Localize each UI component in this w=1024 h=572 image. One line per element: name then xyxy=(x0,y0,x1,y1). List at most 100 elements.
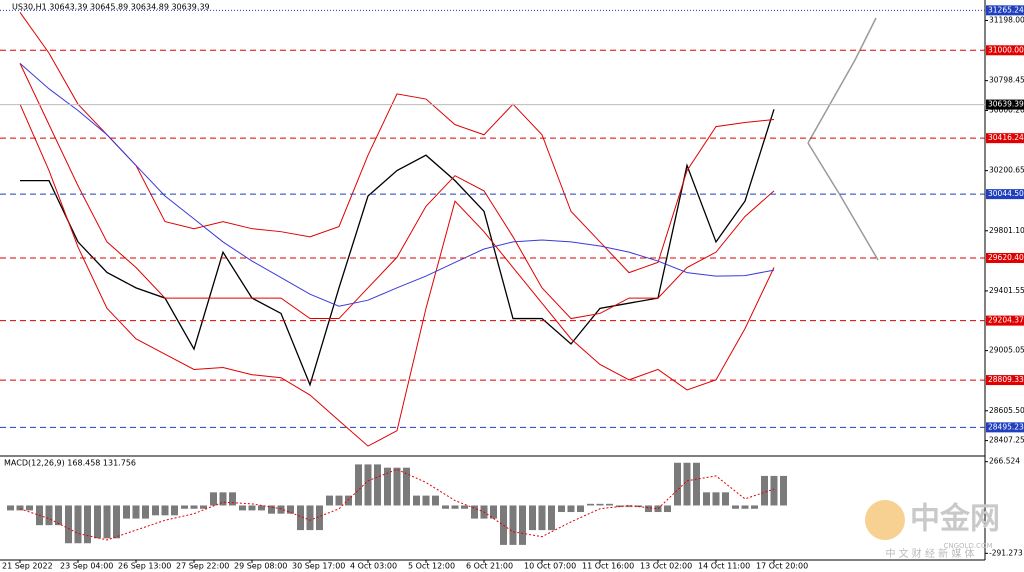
macd-bar xyxy=(277,505,285,514)
macd-bar xyxy=(625,505,633,508)
macd-bar xyxy=(306,505,314,531)
macd-bar xyxy=(432,495,439,506)
macd-title: MACD(12,26,9) 168.458 131.756 xyxy=(4,459,136,468)
macd-bar xyxy=(364,464,372,506)
macd-bar xyxy=(326,495,333,506)
macd-bar xyxy=(45,505,53,526)
macd-bar xyxy=(55,505,62,526)
macd-bar xyxy=(248,505,256,511)
level-label: 29204.37 xyxy=(988,316,1024,325)
macd-bar xyxy=(770,475,778,506)
macd-bar xyxy=(645,505,652,513)
level-label: 30416.24 xyxy=(988,133,1024,142)
macd-bar xyxy=(74,505,82,544)
y-tick-label: 29801.10 xyxy=(989,226,1024,235)
arrow-up xyxy=(807,17,877,144)
x-tick-label: 27 Sep 22:00 xyxy=(176,562,229,571)
level-label: 29620.40 xyxy=(988,253,1024,262)
indicator-line xyxy=(19,63,775,320)
macd-bar xyxy=(84,505,91,544)
y-tick-label: 31198.00 xyxy=(989,15,1024,24)
y-tick-label: 30200.65 xyxy=(989,166,1024,175)
y-tick-label: 266.524 xyxy=(989,457,1020,466)
macd-bar xyxy=(490,505,497,519)
level-label-box xyxy=(986,99,1024,110)
macd-bar xyxy=(374,464,381,506)
macd-bar xyxy=(519,505,526,545)
macd-bar xyxy=(606,503,613,506)
macd-bar xyxy=(113,505,120,539)
macd-bar xyxy=(103,505,111,539)
macd-bar xyxy=(355,464,362,506)
macd-bar xyxy=(94,505,101,539)
watermark-brand: 中金网 xyxy=(910,502,1000,537)
macd-bar xyxy=(219,492,227,506)
macd-bar xyxy=(538,505,546,531)
macd-bar xyxy=(181,505,188,509)
macd-bar xyxy=(442,505,449,509)
level-label-box xyxy=(986,422,1024,433)
level-label: 31000.00 xyxy=(988,45,1024,54)
x-tick-label: 5 Oct 12:00 xyxy=(408,562,455,571)
macd-bar xyxy=(335,495,343,506)
indicator-line xyxy=(19,103,775,447)
macd-bar xyxy=(577,505,584,513)
watermark-site: CNGOLD.COM xyxy=(943,542,992,550)
y-tick-label: 29005.05 xyxy=(989,346,1024,355)
macd-bar xyxy=(741,505,749,509)
macd-bar xyxy=(471,505,478,519)
macd-bar xyxy=(161,505,169,516)
macd-bar xyxy=(461,505,468,509)
macd-bar xyxy=(142,505,149,519)
x-tick-label: 21 Sep 2022 xyxy=(2,562,53,571)
macd-bar xyxy=(722,492,729,506)
macd-bar xyxy=(751,505,758,509)
y-tick-label: 28605.50 xyxy=(989,406,1024,415)
macd-bar xyxy=(567,505,575,513)
macd-bar xyxy=(345,495,352,506)
macd-bar xyxy=(780,475,787,506)
level-label: 30639.39 xyxy=(988,100,1024,109)
macd-bar xyxy=(210,492,217,506)
macd-bar xyxy=(200,505,207,509)
chart-title: US30,H1 30643.39 30645.89 30634.89 30639… xyxy=(12,3,210,12)
y-tick-label: 30798.45 xyxy=(989,76,1024,85)
macd-bar xyxy=(413,495,420,506)
macd-bar xyxy=(664,505,671,513)
x-tick-label: 30 Sep 17:00 xyxy=(292,562,345,571)
macd-bar xyxy=(761,475,768,506)
signal-line xyxy=(19,468,775,541)
indicator-line xyxy=(19,12,775,274)
macd-bar xyxy=(693,462,700,506)
indicator-line xyxy=(19,63,775,307)
macd-bar xyxy=(403,467,410,506)
macd-bar xyxy=(393,467,401,506)
macd-bar xyxy=(732,505,739,509)
x-tick-label: 17 Oct 20:00 xyxy=(756,562,808,571)
macd-bar xyxy=(268,505,275,514)
macd-bar xyxy=(451,505,459,509)
y-tick-label: -291.273 xyxy=(989,548,1023,557)
macd-bar xyxy=(171,505,178,516)
macd-bar xyxy=(654,505,662,513)
arrow-down xyxy=(807,142,879,261)
macd-bar xyxy=(712,492,720,506)
macd-bar xyxy=(16,505,24,511)
macd-bar xyxy=(509,505,517,545)
macd-bar xyxy=(190,505,198,509)
watermark-slogan: 中 文 财 经 新 媒 体 xyxy=(885,547,974,560)
y-tick-label: 30600.20 xyxy=(989,105,1024,114)
level-label-box xyxy=(986,189,1024,200)
macd-bar xyxy=(7,505,14,511)
level-label: 28495.23 xyxy=(988,422,1024,431)
level-label-box xyxy=(986,315,1024,326)
macd-bar xyxy=(152,505,159,516)
level-label-box xyxy=(986,252,1024,263)
macd-bar xyxy=(703,492,710,506)
level-label-box xyxy=(986,375,1024,386)
watermark-logo xyxy=(865,500,905,540)
macd-bar xyxy=(316,505,323,531)
macd-bar xyxy=(529,505,536,531)
